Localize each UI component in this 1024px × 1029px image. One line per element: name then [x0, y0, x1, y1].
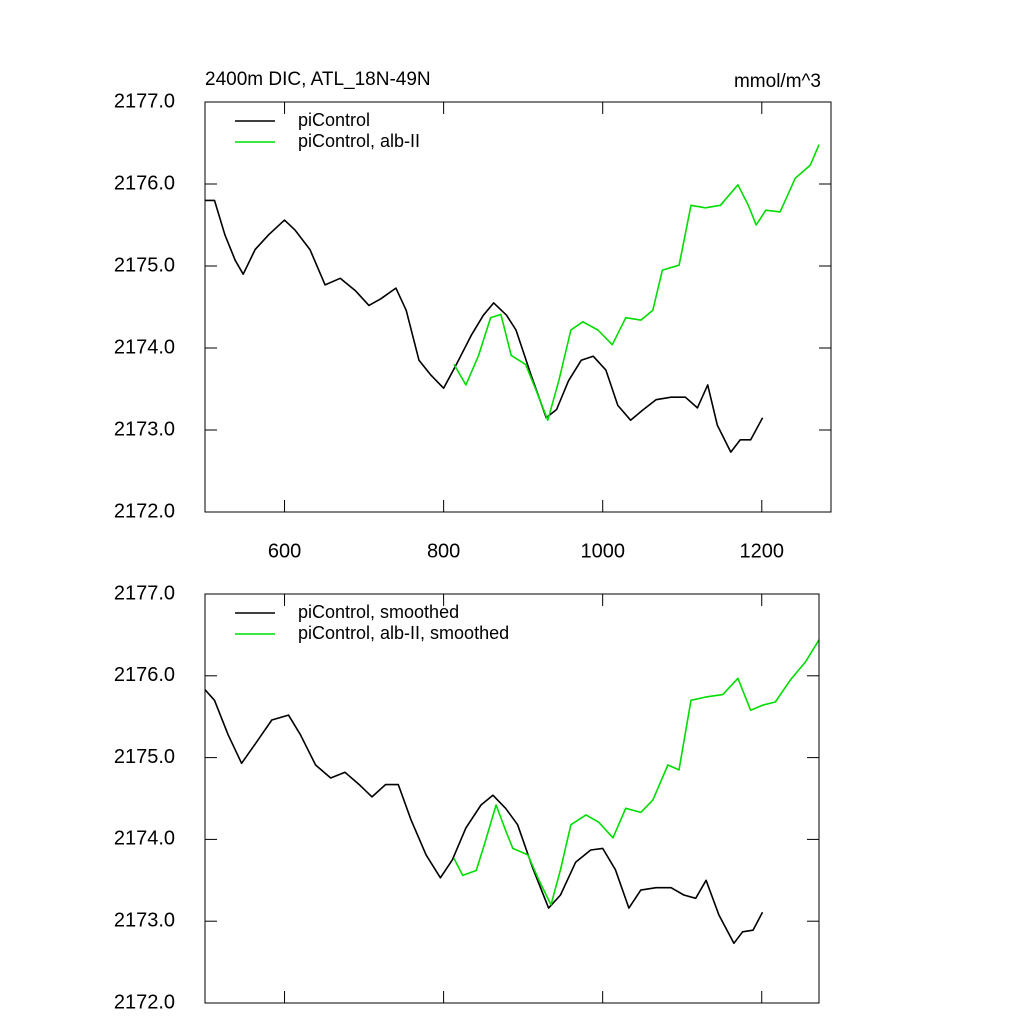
y-tick-label: 2173.0: [114, 418, 175, 440]
y-tick-label: 2173.0: [114, 909, 175, 931]
units-label: mmol/m^3: [734, 71, 821, 92]
y-tick-label: 2177.0: [114, 90, 175, 112]
y-tick-label: 2176.0: [114, 664, 175, 686]
y-tick-label: 2175.0: [114, 746, 175, 768]
plot-frame: [204, 593, 820, 1004]
y-tick-label: 2176.0: [114, 172, 175, 194]
legend-label: piControl: [298, 110, 370, 130]
x-tick-label: 1000: [580, 540, 625, 562]
series-line: [205, 199, 764, 453]
y-tick-label: 2177.0: [114, 582, 175, 604]
legend-label: piControl, smoothed: [298, 602, 459, 622]
y-tick-label: 2172.0: [114, 991, 175, 1013]
y-tick-label: 2174.0: [114, 828, 175, 850]
series-line: [204, 689, 764, 945]
x-tick-label: 800: [427, 540, 460, 562]
x-tick-label: 600: [268, 540, 301, 562]
y-tick-label: 2175.0: [114, 254, 175, 276]
legend-label: piControl, alb-II: [298, 131, 420, 151]
plot-frame: [204, 101, 832, 513]
chart-title: 2400m DIC, ATL_18N-49N: [205, 69, 431, 90]
y-tick-label: 2172.0: [114, 500, 175, 522]
y-tick-label: 2174.0: [114, 336, 175, 358]
series-line: [453, 144, 820, 421]
x-tick-label: 1200: [740, 540, 785, 562]
series-line: [453, 639, 820, 906]
legend-label: piControl, alb-II, smoothed: [298, 623, 509, 643]
